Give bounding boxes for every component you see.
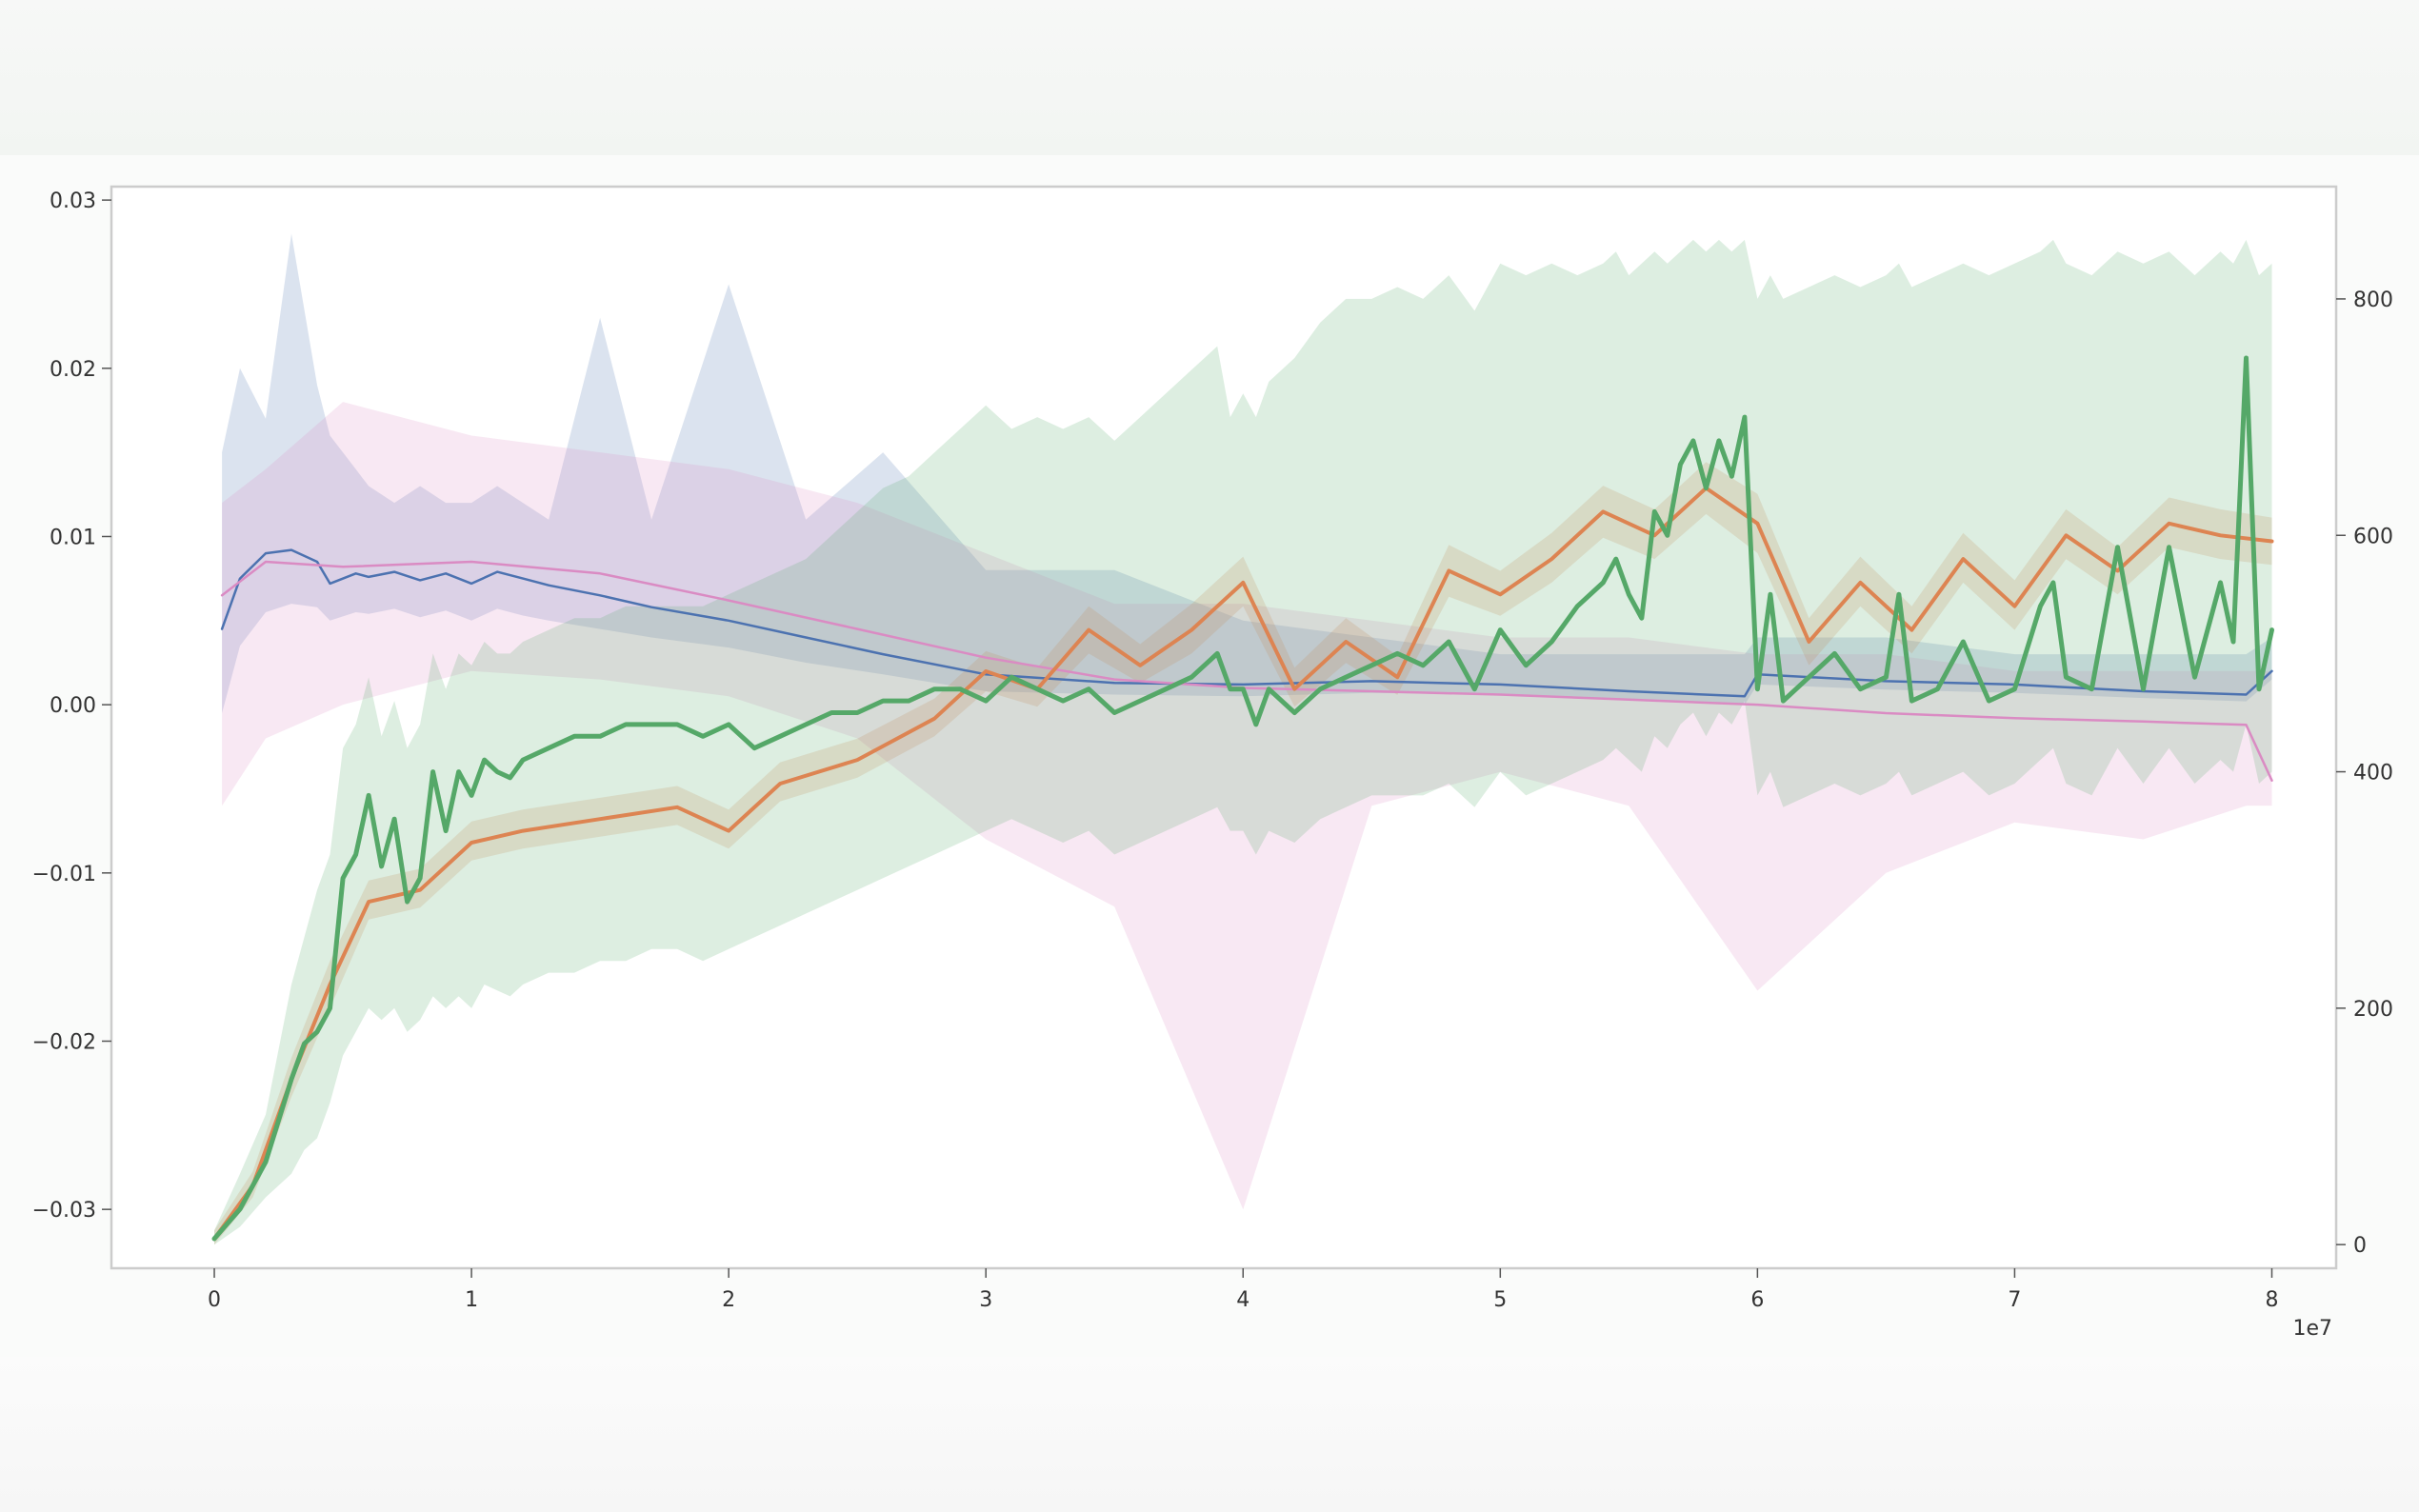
- series-1-band: [222, 402, 2272, 1210]
- series-3-band: [214, 239, 2272, 1245]
- top-background-band: [0, 0, 2419, 155]
- x-tick-label: 2: [722, 1288, 735, 1312]
- y-left-tick-label: 0.00: [50, 694, 96, 718]
- series-2-band: [214, 462, 2272, 1245]
- y-left-tick-label: −0.02: [32, 1030, 96, 1054]
- plot-frame: [110, 185, 2338, 1270]
- x-tick-label: 0: [208, 1288, 221, 1312]
- y-right-tick-label: 800: [2353, 288, 2393, 312]
- x-offset-label: 1e7: [2292, 1317, 2332, 1341]
- x-tick-label: 1: [465, 1288, 478, 1312]
- plot-area: [111, 187, 2336, 1268]
- x-tick-label: 5: [1493, 1288, 1507, 1312]
- series-0-line: [220, 548, 2273, 698]
- y-left-tick-label: 0.01: [50, 526, 96, 549]
- y-axis-left: 0.03 0.02 0.01 0.00 −0.01 −0.02 −0.03: [32, 189, 111, 1223]
- bottom-background-band: [0, 1357, 2419, 1512]
- x-tick-label: 6: [1750, 1288, 1764, 1312]
- y-right-tick-label: 0: [2353, 1234, 2367, 1258]
- y-left-tick-label: 0.02: [50, 358, 96, 382]
- confidence-bands: [214, 233, 2272, 1245]
- x-tick-label: 8: [2265, 1288, 2278, 1312]
- series-0-band: [222, 233, 2272, 713]
- y-left-tick-label: −0.01: [32, 863, 96, 886]
- x-axis: 0 1 2 3 4 5 6 7 8: [208, 1268, 2278, 1312]
- x-tick-label: 4: [1236, 1288, 1249, 1312]
- x-tick-label: 7: [2008, 1288, 2021, 1312]
- y-left-tick-label: 0.03: [50, 189, 96, 213]
- x-tick-label: 3: [979, 1288, 992, 1312]
- y-axis-right: 800 600 400 200 0: [2336, 288, 2393, 1258]
- y-right-tick-label: 400: [2353, 762, 2393, 786]
- y-right-tick-label: 200: [2353, 998, 2393, 1022]
- series-3-line: [211, 355, 2274, 1242]
- series-lines: [211, 355, 2274, 1242]
- y-left-tick-label: −0.03: [32, 1199, 96, 1223]
- series-2-line: [212, 486, 2274, 1241]
- y-right-tick-label: 600: [2353, 525, 2393, 548]
